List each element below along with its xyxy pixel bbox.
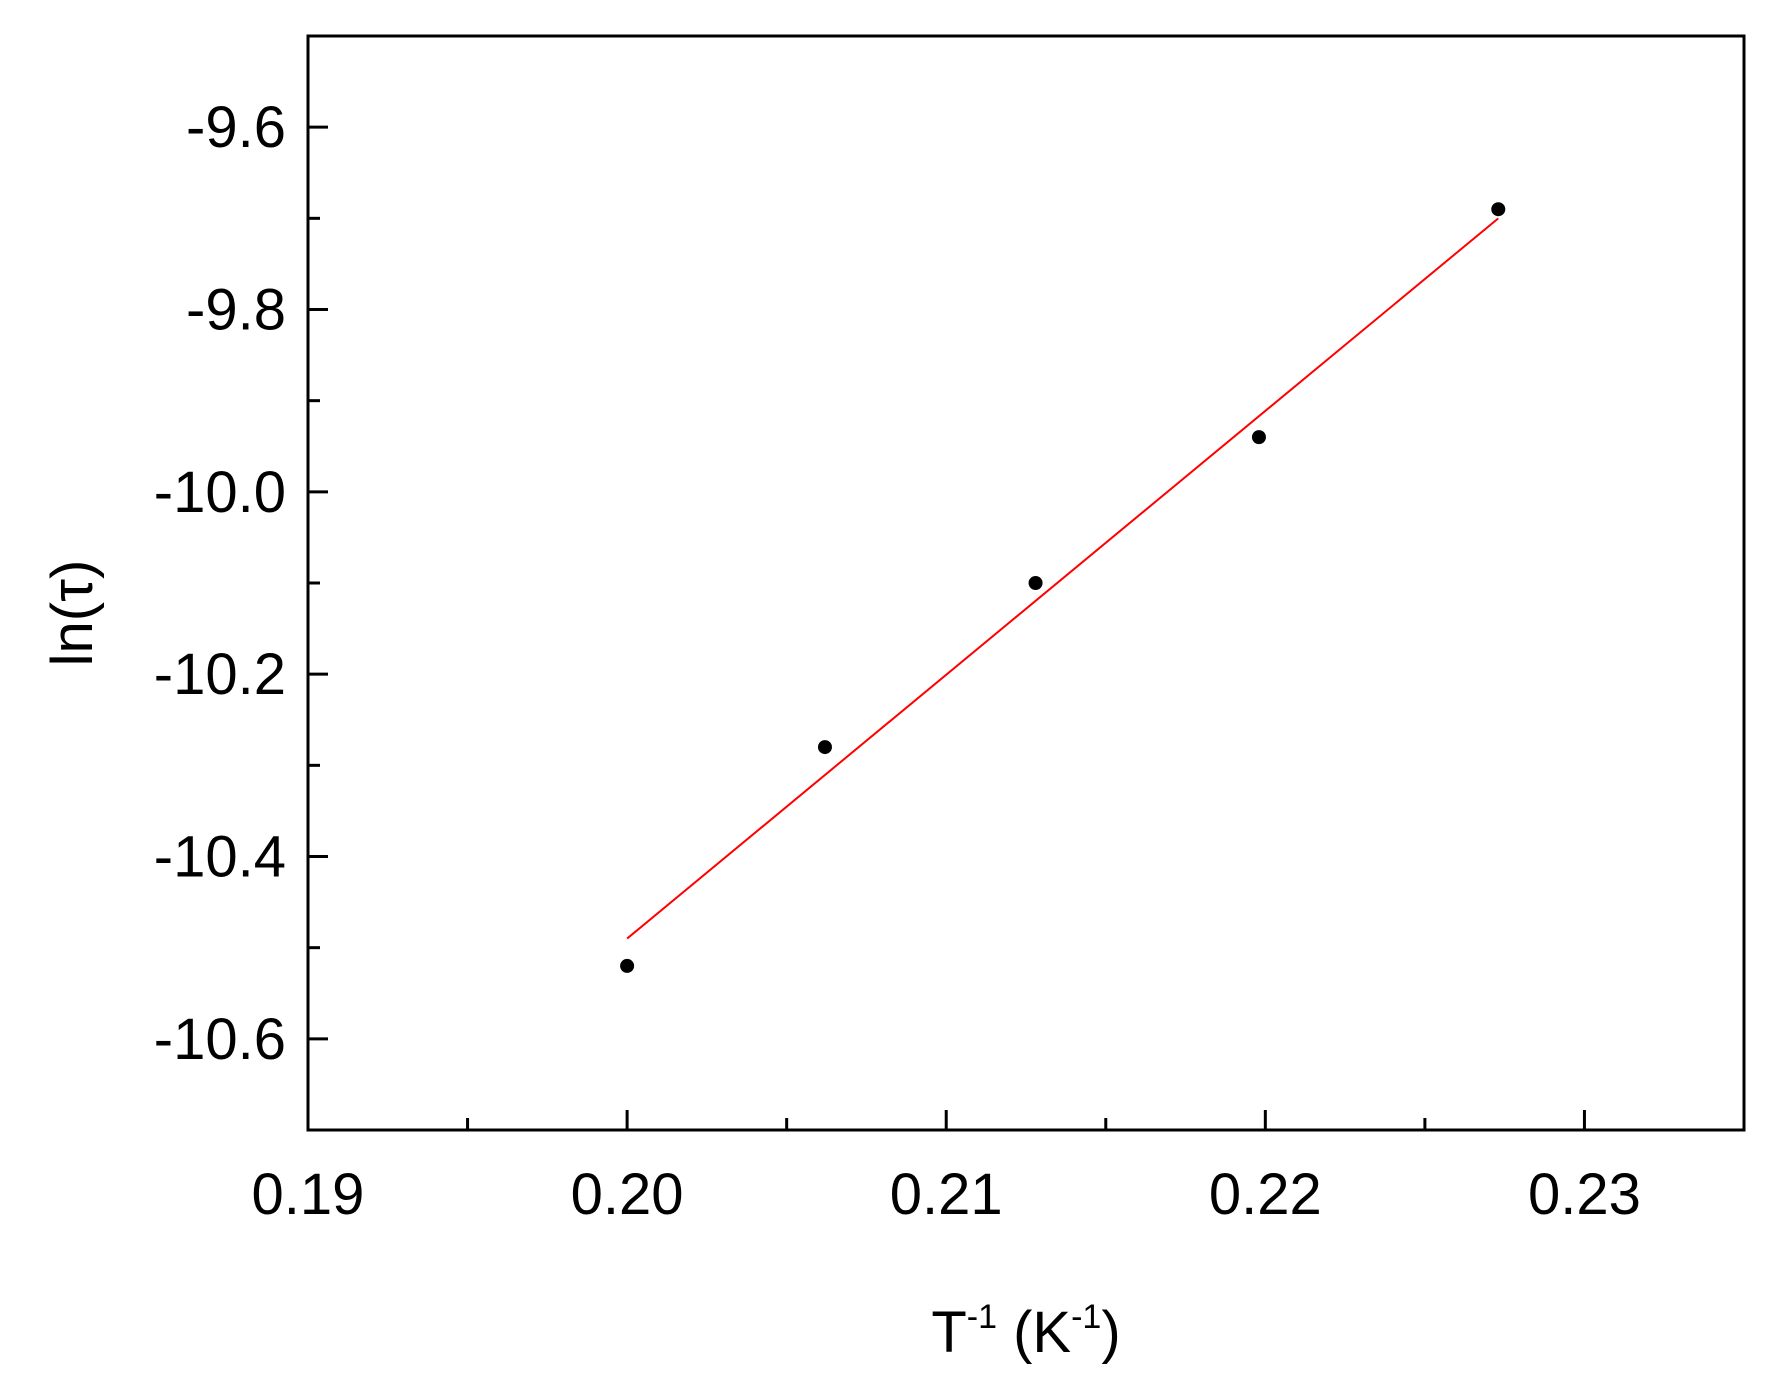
- x-tick-label: 0.21: [890, 1162, 1003, 1227]
- data-point: [1028, 576, 1043, 590]
- y-tick-label: -10.0: [154, 460, 286, 525]
- series-layer: [620, 202, 1506, 973]
- data-point: [817, 740, 832, 755]
- y-axis-label: ln(τ): [40, 560, 105, 667]
- x-tick-label: 0.20: [571, 1162, 684, 1227]
- x-axis-label-t-superscript: -1: [967, 1298, 997, 1336]
- y-tick-label: -9.6: [186, 95, 286, 160]
- y-tick-labels: -9.6 -9.8 -10.0 -10.2 -10.4 -10.6: [154, 95, 286, 1072]
- x-tick-label: 0.22: [1209, 1162, 1322, 1227]
- x-tick-label: 0.23: [1528, 1162, 1641, 1227]
- x-tick-labels: 0.19 0.20 0.21 0.22 0.23: [252, 1162, 1641, 1227]
- minor-ticks: [308, 216, 1427, 1130]
- data-point: [620, 958, 635, 973]
- plot-frame: [306, 34, 1746, 1132]
- y-tick-label: -10.6: [154, 1007, 286, 1072]
- y-tick-label: -9.8: [186, 278, 286, 343]
- x-axis-label-unit-open: (K: [997, 1300, 1071, 1365]
- data-point: [1491, 202, 1506, 217]
- x-axis-label-unit-close: ): [1101, 1300, 1120, 1365]
- data-point: [1251, 430, 1266, 445]
- x-tick-label: 0.19: [252, 1162, 365, 1227]
- fit-line: [626, 217, 1499, 940]
- x-axis-label-t: T: [931, 1300, 966, 1365]
- y-tick-label: -10.4: [154, 825, 286, 890]
- x-axis-label-k-superscript: -1: [1071, 1298, 1101, 1336]
- y-tick-label: -10.2: [154, 642, 286, 707]
- x-axis-label: T-1 (K-1): [931, 1298, 1120, 1365]
